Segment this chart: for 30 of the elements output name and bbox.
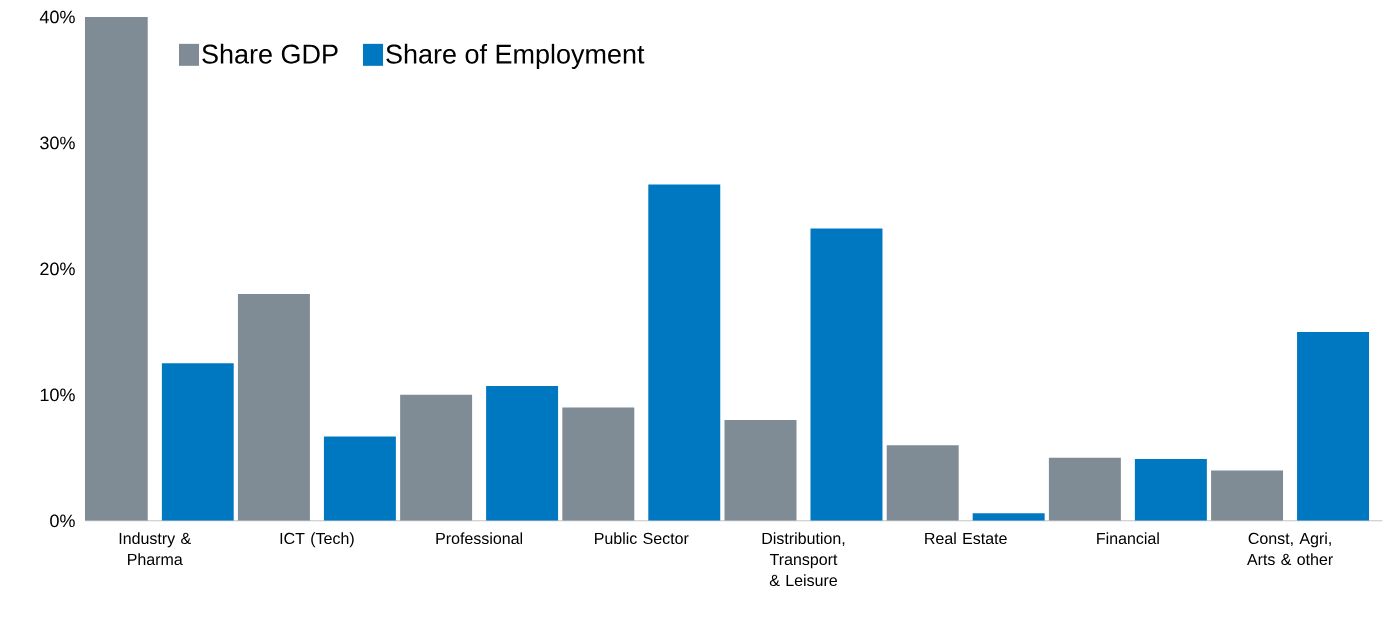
bar (972, 513, 1045, 521)
bar (161, 363, 234, 521)
bar (1134, 459, 1207, 521)
legend-label: Share GDP (202, 43, 338, 64)
bar (562, 407, 635, 521)
x-tick-label: ICT (Tech) (280, 532, 354, 548)
legend-label: Share of Employment (386, 43, 645, 70)
bar (323, 436, 396, 521)
y-tick-label: 0% (50, 514, 75, 528)
y-tick-label: 10% (40, 388, 75, 402)
bar (724, 420, 797, 521)
x-tick-label: Const, Agri, Arts & other (1246, 532, 1333, 566)
x-tick-label: Professional (436, 532, 523, 545)
bar (810, 228, 883, 521)
bar (486, 386, 559, 521)
bar (1048, 457, 1121, 521)
x-tick-label: Public Sector (595, 532, 689, 545)
bar (1211, 470, 1284, 521)
y-tick-label: 30% (40, 136, 75, 150)
y-tick-label: 20% (40, 262, 75, 276)
x-tick-label: Real Estate (925, 532, 1007, 545)
bar (886, 445, 959, 521)
y-tick-label: 40% (39, 10, 75, 24)
x-tick-label: Industry & Pharma (119, 532, 191, 566)
bar (648, 184, 721, 521)
bar (1297, 331, 1370, 521)
x-tick-label: Distribution, Transport & Leisure (762, 532, 845, 587)
x-tick-label: Financial (1097, 532, 1159, 545)
bar (400, 394, 473, 521)
bar (237, 294, 310, 521)
